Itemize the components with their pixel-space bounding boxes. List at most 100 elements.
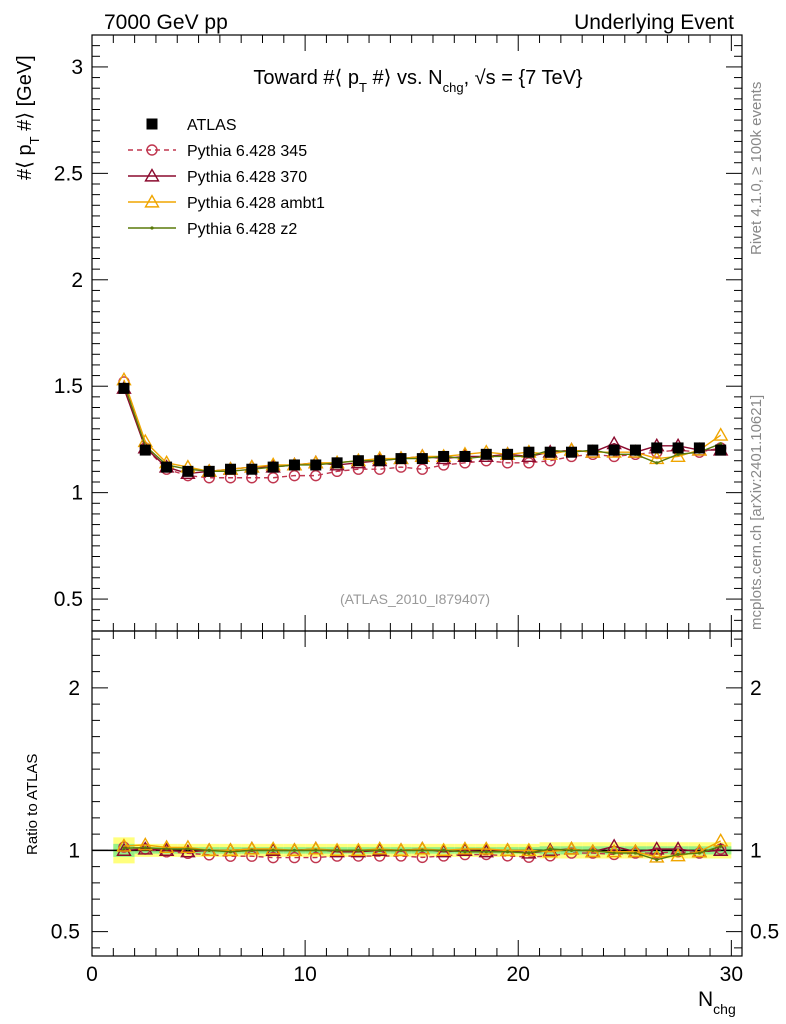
data-point: [416, 453, 428, 465]
ratio-point-2: [435, 842, 452, 856]
data-point: [139, 444, 151, 456]
x-tick-label: 10: [293, 963, 316, 986]
ratio-point-3: [633, 851, 638, 855]
ratio-point-0: [288, 851, 301, 864]
ratio-point-3: [420, 848, 424, 852]
ratio-point-3: [719, 844, 723, 848]
ratio-point-2: [499, 842, 516, 856]
data-point: [374, 455, 386, 467]
data-point: [480, 448, 492, 460]
ratio-point-3: [164, 847, 169, 851]
ratio-panel-frame: [91, 630, 743, 957]
ratio-point-2: [393, 842, 409, 856]
x-tick-label: 30: [720, 963, 743, 986]
legend-marker: [144, 194, 160, 208]
legend: ATLAS Pythia 6.428 345 Pythia 6.428 370 Pyt…: [128, 117, 325, 238]
ratio-y-tick-label: 1: [68, 839, 80, 862]
ratio-point-2: [158, 839, 175, 854]
series-point-3: [719, 442, 723, 446]
ratio-point-3: [122, 846, 126, 850]
data-point: [502, 448, 514, 460]
data-point: [267, 461, 279, 473]
ratio-y-tick-label-right: 0.5: [750, 921, 779, 944]
ratio-point-2: [265, 841, 281, 855]
data-point: [225, 463, 237, 475]
data-point: [182, 465, 194, 477]
x-tick-label: 0: [86, 963, 98, 986]
ratio-point-3: [250, 848, 254, 852]
data-point: [352, 455, 364, 467]
series-point-2: [712, 427, 729, 441]
ratio-point-3: [186, 847, 190, 851]
series-point-0: [267, 472, 279, 484]
ratio-point-2: [222, 842, 239, 856]
ratio-point-0: [565, 847, 578, 859]
x-axis-label: Nchg: [698, 988, 736, 1017]
ratio-point-3: [378, 848, 382, 852]
ratio-point-2: [691, 843, 708, 858]
ratio-point-1: [180, 843, 196, 858]
data-point: [246, 463, 258, 475]
data-point: [331, 457, 343, 469]
ratio-point-1: [649, 841, 665, 855]
data-point: [651, 442, 663, 454]
ratio-point-3: [271, 848, 275, 852]
series-point-3: [676, 452, 680, 456]
ratio-point-3: [207, 848, 211, 852]
ratio-point-3: [655, 858, 659, 862]
data-point: [310, 459, 322, 471]
series-point-3: [655, 461, 659, 465]
ratio-point-3: [548, 847, 552, 851]
rivet-label: Rivet 4.1.0, ≥ 100k events: [748, 82, 765, 255]
ratio-point-3: [505, 850, 510, 854]
ratio-series-layer: [116, 832, 729, 864]
series-point-0: [310, 469, 322, 482]
ratio-y-tick-label: 0.5: [51, 921, 80, 944]
data-point: [459, 450, 471, 462]
y-tick-label: 0.5: [54, 588, 83, 611]
data-point: [629, 444, 641, 456]
ratio-point-0: [651, 847, 663, 859]
ratio-point-2: [627, 843, 644, 858]
ratio-point-2: [286, 842, 303, 856]
data-point: [118, 382, 130, 394]
ratio-point-2: [542, 843, 558, 858]
ratio-point-3: [484, 850, 488, 854]
ratio-point-3: [399, 848, 403, 852]
ratio-point-2: [563, 841, 580, 855]
data-point: [161, 461, 173, 473]
y-tick-label: 1: [71, 482, 83, 505]
header-right: Underlying Event: [574, 11, 734, 34]
series-point-0: [416, 463, 429, 475]
ratio-point-1: [116, 842, 132, 856]
ratio-y-tick-label: 2: [68, 677, 80, 700]
y-tick-label: 2: [71, 269, 83, 292]
data-point: [203, 465, 215, 477]
ratio-point-2: [457, 841, 473, 855]
y-tick-label: 2.5: [54, 162, 83, 185]
ratio-point-2: [244, 841, 260, 855]
ratio-point-2: [478, 841, 494, 855]
ratio-point-1: [712, 842, 729, 856]
data-point: [672, 442, 684, 454]
data-point: [587, 444, 599, 456]
ratio-point-3: [292, 848, 297, 852]
ratio-point-3: [143, 846, 147, 850]
ratio-point-2: [606, 843, 622, 858]
data-point: [288, 459, 300, 471]
ratio-point-3: [591, 848, 595, 852]
header-left: 7000 GeV pp: [104, 11, 228, 34]
ratio-point-0: [416, 851, 429, 864]
ratio-point-2: [521, 842, 537, 856]
legend-label: Pythia 6.428 z2: [187, 221, 297, 238]
ratio-point-3: [697, 851, 701, 855]
data-point: [438, 450, 450, 462]
legend-marker: [150, 226, 154, 230]
y-tick-label: 1.5: [54, 375, 83, 398]
legend-label: ATLAS: [187, 117, 237, 134]
legend-label: Pythia 6.428 370: [187, 169, 307, 186]
ratio-point-2: [180, 839, 196, 853]
data-point: [608, 444, 620, 456]
legend-label: Pythia 6.428 ambt1: [187, 195, 325, 212]
ratio-y-tick-label-right: 2: [750, 677, 762, 700]
